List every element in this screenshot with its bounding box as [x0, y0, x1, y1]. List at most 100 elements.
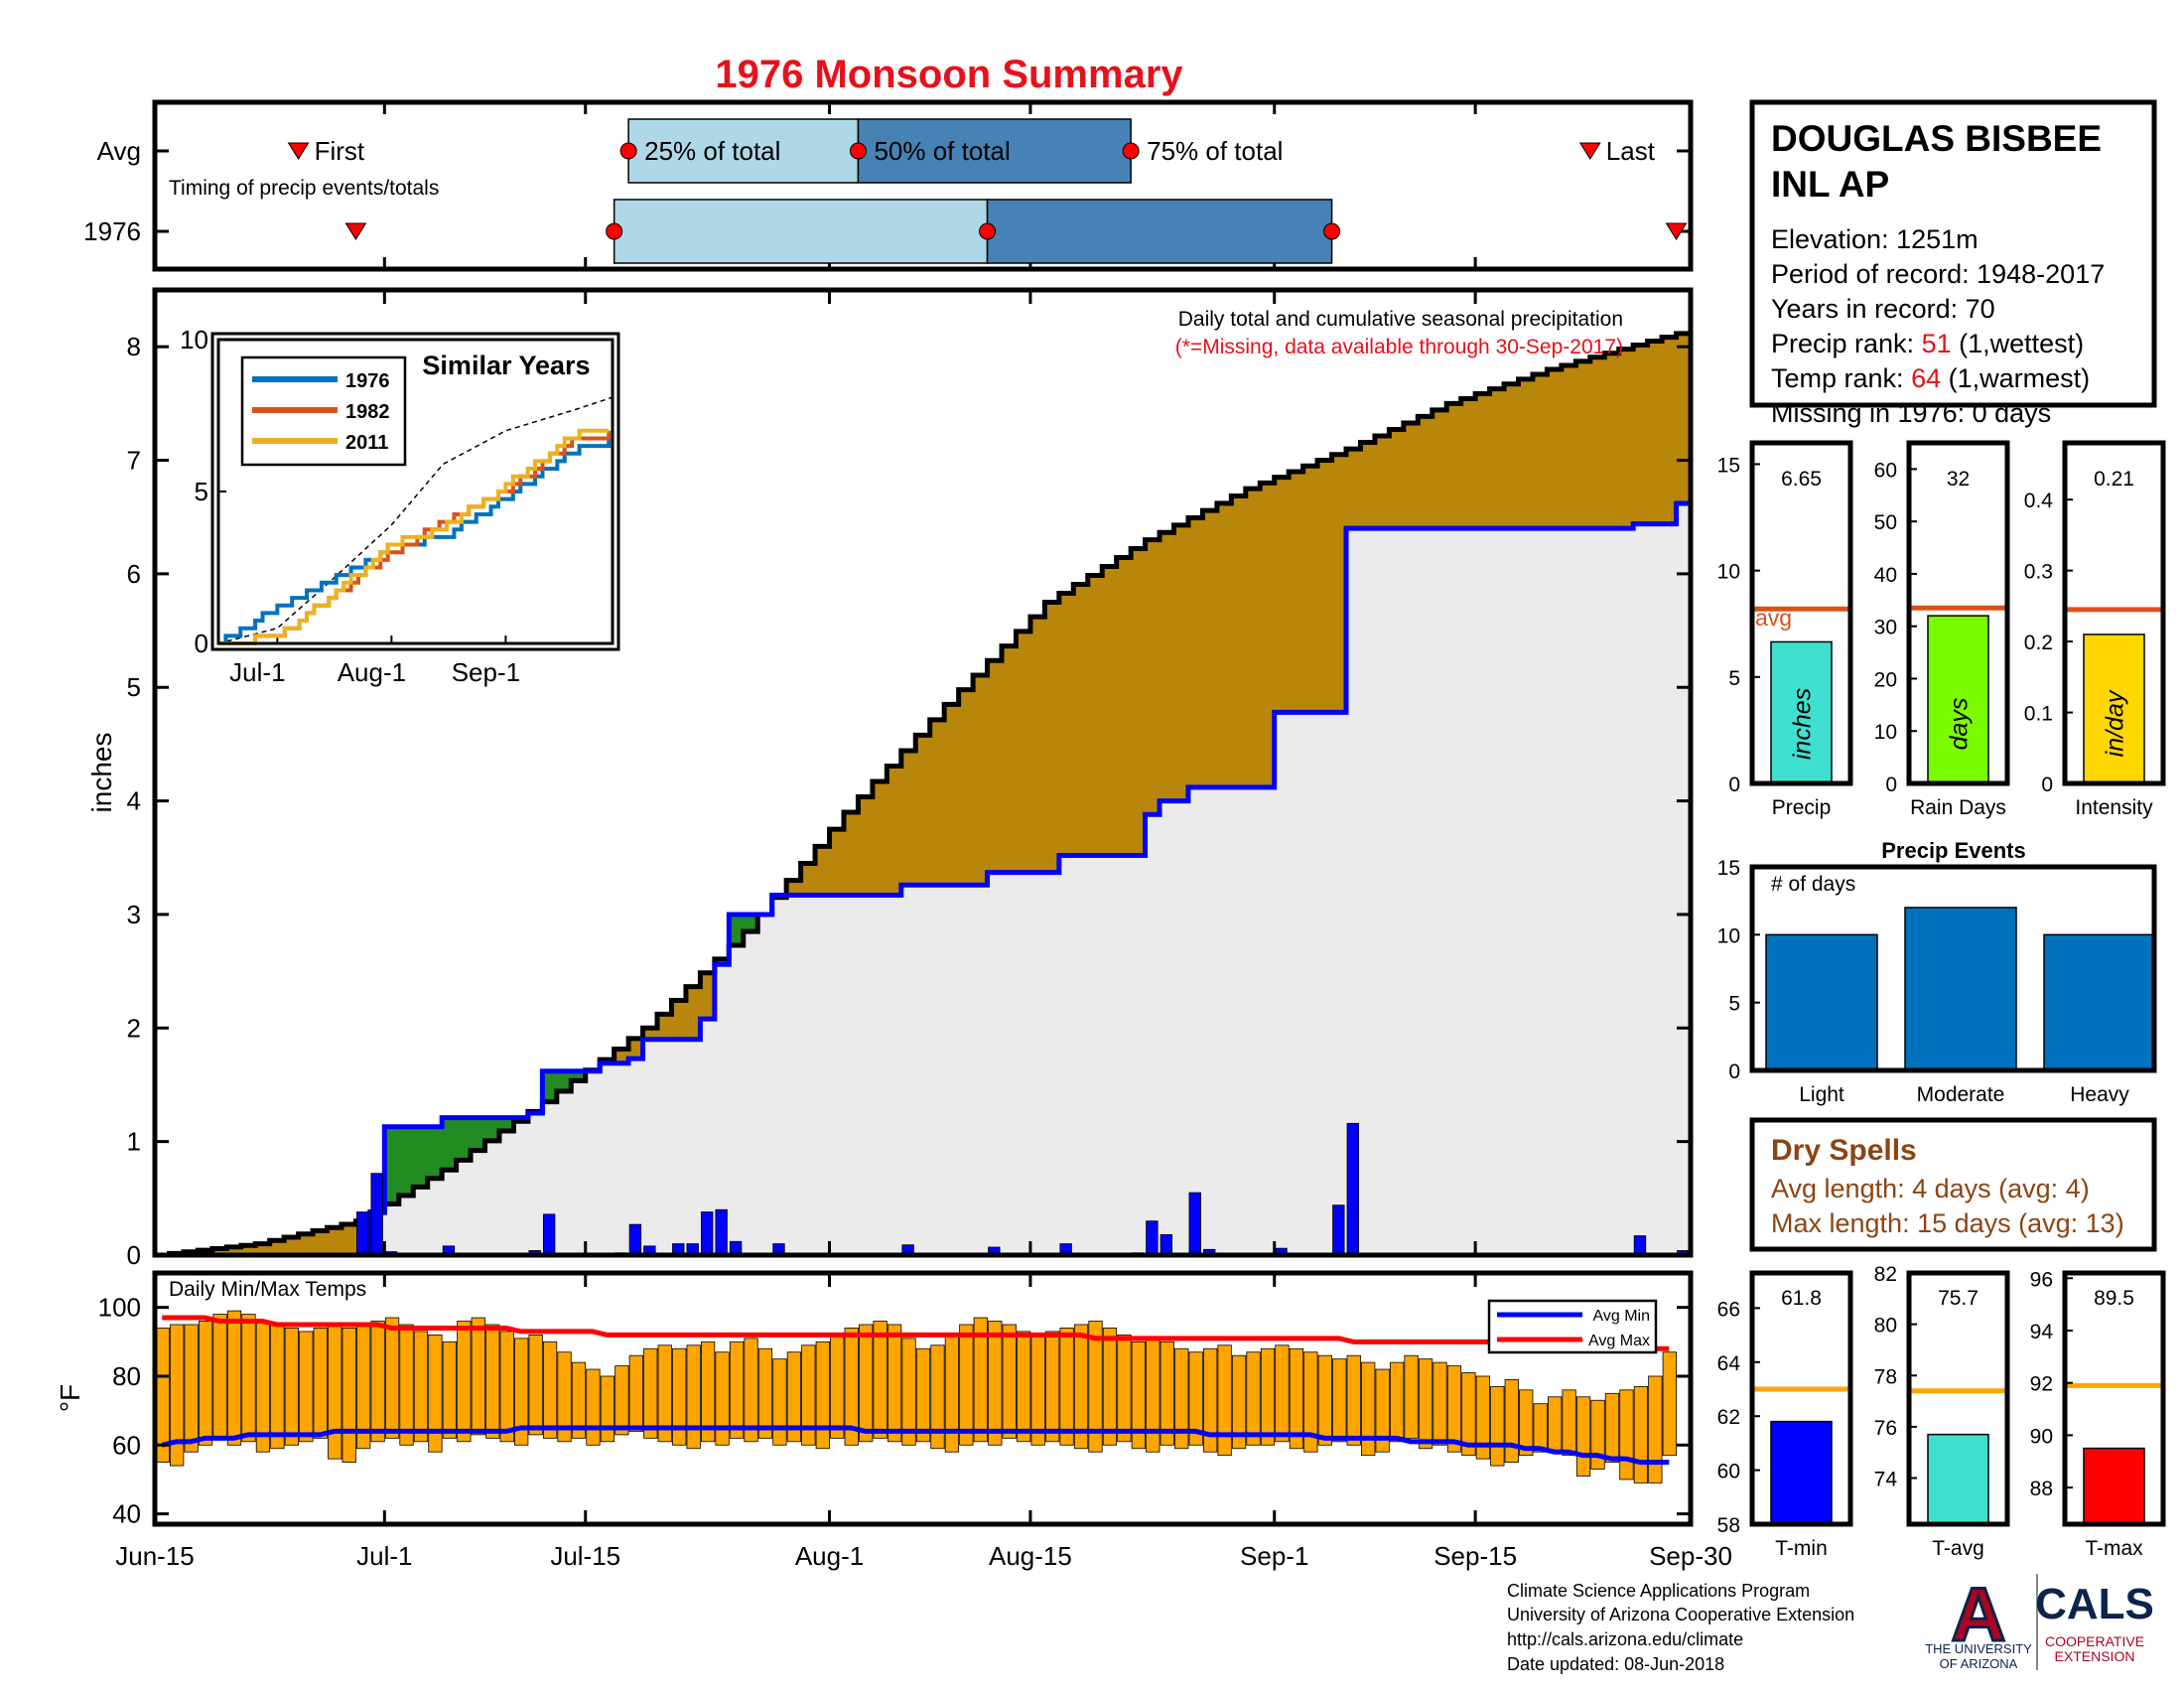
- inset-title: Similar Years: [422, 351, 590, 380]
- y-tick-label: 2: [127, 1013, 141, 1043]
- daily-temp-bar: [471, 1317, 485, 1436]
- summary-y-tick-label: 0.3: [2024, 561, 2053, 584]
- first-marker: [344, 222, 367, 240]
- p75-marker: [1122, 142, 1140, 160]
- daily-temp-bar: [1231, 1354, 1247, 1450]
- daily-temp-bar: [701, 1340, 716, 1443]
- daily-temp-bar: [1102, 1328, 1118, 1446]
- events-y-tick-label: 10: [1717, 924, 1740, 947]
- cumulative-diff-fill: [915, 735, 931, 886]
- x-tick-label: Sep-15: [1433, 1541, 1517, 1571]
- inset-axes-frame: [216, 338, 614, 645]
- cumulative-diff-fill: [1302, 466, 1318, 713]
- cumulative-diff-fill: [786, 880, 802, 896]
- daily-temp-bar: [1418, 1358, 1433, 1450]
- daily-temp-bar: [328, 1324, 342, 1460]
- p75-marker: [1323, 222, 1341, 240]
- cumulative-diff-fill: [1102, 566, 1118, 856]
- daily-temp-bar: [988, 1321, 1003, 1446]
- cumulative-diff-fill: [398, 1126, 414, 1196]
- daily-temp-bar: [1246, 1351, 1261, 1446]
- daily-temp-bar: [915, 1347, 931, 1443]
- x-tick-label: Sep-30: [1649, 1541, 1732, 1571]
- cumulative-diff-fill: [614, 1049, 629, 1063]
- footer-line: Climate Science Applications Program: [1507, 1581, 1810, 1601]
- x-tick-label: Aug-1: [795, 1541, 864, 1571]
- avg-min-line: [161, 1425, 1670, 1466]
- last-marker: [1578, 142, 1601, 160]
- cumulative-diff-fill: [427, 1126, 443, 1179]
- daily-temp-bar: [844, 1328, 859, 1446]
- daily-temp-bar: [212, 1314, 227, 1439]
- daily-temp-bar: [184, 1324, 199, 1453]
- precip-note: Daily total and cumulative seasonal prec…: [1178, 308, 1623, 331]
- inset-x-tick-label: Jul-1: [229, 657, 285, 687]
- summary-y-tick-label: 0.2: [2024, 632, 2053, 654]
- daily-temp-bar: [241, 1314, 256, 1443]
- cumulative-diff-fill: [1317, 460, 1333, 713]
- cumulative-diff-fill: [1029, 617, 1045, 873]
- daily-precip-bar: [1188, 1192, 1201, 1256]
- cumulative-diff-fill: [1187, 517, 1204, 787]
- daily-temp-bar: [399, 1324, 414, 1446]
- cumulative-diff-fill: [456, 1117, 472, 1161]
- p50-marker: [979, 222, 997, 240]
- cumulative-diff-fill: [1633, 345, 1649, 524]
- daily-temp-bar: [1044, 1331, 1060, 1443]
- cumulative-diff-fill: [887, 766, 902, 896]
- timing-row-label: 1976: [83, 216, 141, 246]
- daily-temp-bar: [1317, 1354, 1332, 1446]
- cumulative-diff-fill: [1374, 436, 1390, 529]
- chart-title: 1976 Monsoon Summary: [715, 53, 1183, 96]
- events-y-tick-label: 15: [1717, 857, 1740, 880]
- daily-temp-bar: [1260, 1347, 1276, 1446]
- daily-temp-bar: [170, 1324, 185, 1467]
- inset-average-line: [217, 396, 614, 644]
- cumulative-diff-fill: [1173, 524, 1189, 801]
- cumulative-diff-fill: [1662, 337, 1678, 524]
- cumulative-diff-fill: [1446, 403, 1462, 529]
- inset-legend-label: 2011: [345, 432, 388, 454]
- cumulative-diff-fill: [700, 972, 716, 1020]
- daily-temp-bar: [1633, 1385, 1649, 1483]
- inset-y-tick-label: 10: [180, 325, 208, 354]
- university-logo: A: [1952, 1573, 2006, 1657]
- temp-summary-frame: [1749, 1270, 1853, 1527]
- daily-temp-bar: [198, 1321, 213, 1446]
- cumulative-diff-fill: [240, 1245, 256, 1255]
- daily-temp-bar: [1548, 1396, 1563, 1453]
- summary-y-tick-label: 5: [1728, 667, 1740, 690]
- summary-value-label: 0.21: [2094, 468, 2134, 491]
- daily-temp-bar: [1433, 1361, 1447, 1446]
- avg-marker-label: avg: [1755, 605, 1792, 631]
- daily-temp-bar: [442, 1340, 458, 1439]
- daily-temp-bar: [1131, 1340, 1146, 1450]
- timing-box-50-75: [857, 118, 1132, 184]
- station-info-box: [1749, 99, 2157, 408]
- temp-summary-y-tick-label: 96: [2030, 1268, 2053, 1291]
- daily-temp-bar: [686, 1344, 701, 1450]
- station-name: INL AP: [1771, 164, 1889, 205]
- footer-line: http://cals.arizona.edu/climate: [1507, 1629, 1743, 1649]
- inset-x-tick-label: Sep-1: [452, 657, 520, 687]
- summary-bar: [1770, 640, 1833, 784]
- temp-legend-box: [1487, 1299, 1658, 1354]
- daily-temp-bar: [1662, 1351, 1677, 1457]
- daily-temp-bar: [628, 1354, 643, 1432]
- p75-label: 75% of total: [1147, 136, 1283, 166]
- average-cumulative-line: [155, 330, 1694, 1258]
- temp-chart-title: Daily Min/Max Temps: [169, 1278, 366, 1301]
- cumulative-diff-fill: [1418, 416, 1433, 529]
- daily-temp-bar: [1017, 1331, 1031, 1443]
- daily-temp-bar: [1117, 1334, 1132, 1443]
- daily-temp-bar: [715, 1351, 730, 1446]
- events-y-tick-label: 0: [1728, 1060, 1740, 1083]
- university-name: THE UNIVERSITY: [1925, 1641, 2032, 1656]
- temp-summary-y-tick-label: 90: [2030, 1425, 2053, 1448]
- temp-summary-y-tick-label: 74: [1874, 1469, 1898, 1491]
- daily-temp-bar: [815, 1340, 830, 1450]
- daily-temp-bar: [1475, 1375, 1490, 1460]
- daily-temp-bar: [959, 1324, 974, 1446]
- cumulative-diff-fill: [1231, 495, 1247, 787]
- summary-y-tick-label: 40: [1874, 564, 1897, 587]
